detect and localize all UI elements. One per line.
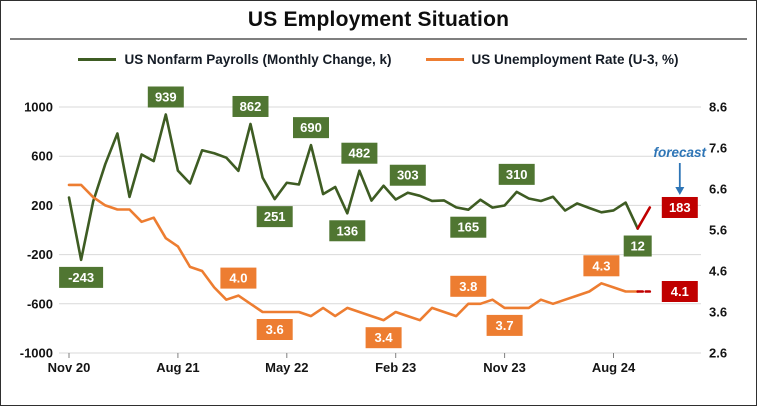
right-axis-tick-label: 6.6 bbox=[709, 182, 727, 197]
left-axis-tick-label: -1000 bbox=[20, 346, 53, 361]
right-axis-tick-label: 2.6 bbox=[709, 346, 727, 361]
data-label-box bbox=[450, 216, 487, 238]
data-label-box bbox=[623, 235, 652, 257]
forecast-annotation: forecast bbox=[654, 145, 707, 160]
forecast-arrowhead bbox=[675, 186, 685, 195]
data-label-box bbox=[147, 86, 184, 108]
data-label-text: 165 bbox=[457, 220, 479, 235]
data-label-box bbox=[232, 95, 269, 117]
chart-header: US Employment Situation bbox=[10, 1, 747, 40]
data-label-text: 4.3 bbox=[592, 258, 610, 273]
data-label-text: 310 bbox=[506, 167, 528, 182]
data-label-box bbox=[329, 220, 366, 242]
data-label-box bbox=[341, 142, 378, 164]
data-label-box bbox=[256, 206, 293, 228]
data-label-text: -243 bbox=[68, 270, 94, 285]
payrolls-line bbox=[67, 113, 640, 262]
payrolls-forecast-segment bbox=[636, 206, 652, 230]
right-axis-tick-label: 7.6 bbox=[709, 141, 727, 156]
data-label-text: 690 bbox=[300, 120, 322, 135]
data-label-text: 3.7 bbox=[496, 318, 514, 333]
data-label-box bbox=[661, 196, 698, 218]
chart-title: US Employment Situation bbox=[247, 8, 510, 31]
data-label-box bbox=[59, 266, 104, 288]
x-axis-tick-label: Aug 24 bbox=[592, 360, 636, 375]
x-axis-tick-label: Nov 20 bbox=[48, 360, 91, 375]
data-label-box bbox=[256, 319, 293, 340]
data-label-box bbox=[293, 117, 329, 139]
data-label-box bbox=[661, 281, 698, 302]
data-label-text: 4.1 bbox=[671, 284, 689, 299]
x-axis-tick-label: Aug 21 bbox=[156, 360, 199, 375]
data-label-box bbox=[450, 275, 487, 297]
data-label-text: 862 bbox=[240, 99, 262, 114]
data-label-text: 4.0 bbox=[229, 271, 247, 286]
data-label-text: 12 bbox=[630, 239, 644, 254]
data-label-box bbox=[365, 327, 402, 349]
right-axis-tick-label: 3.6 bbox=[709, 305, 727, 320]
legend-item-payrolls: US Nonfarm Payrolls (Monthly Change, k) bbox=[78, 51, 392, 67]
legend-label-payrolls: US Nonfarm Payrolls (Monthly Change, k) bbox=[124, 51, 392, 67]
legend-label-unemployment: US Unemployment Rate (U-3, %) bbox=[471, 51, 679, 67]
left-axis-tick-label: -600 bbox=[27, 296, 53, 311]
right-axis-tick-label: 4.6 bbox=[709, 264, 727, 279]
x-axis-tick-label: Feb 23 bbox=[375, 360, 416, 375]
unemployment-line bbox=[67, 183, 640, 322]
data-label-text: 303 bbox=[397, 168, 419, 183]
left-axis-tick-label: 200 bbox=[31, 198, 53, 213]
left-axis-tick-label: 1000 bbox=[24, 100, 53, 115]
legend: US Nonfarm Payrolls (Monthly Change, k) … bbox=[1, 49, 756, 69]
data-label-text: 251 bbox=[264, 209, 286, 224]
left-axis-tick-label: 600 bbox=[31, 149, 53, 164]
data-label-text: 939 bbox=[155, 90, 177, 105]
payrolls-line-swatch bbox=[78, 57, 117, 61]
data-label-text: 3.8 bbox=[459, 279, 477, 294]
data-label-box bbox=[220, 267, 257, 289]
data-label-text: 136 bbox=[336, 223, 358, 238]
data-label-text: 3.6 bbox=[266, 322, 284, 337]
data-label-box bbox=[583, 255, 620, 277]
data-label-box bbox=[498, 163, 535, 185]
right-axis-tick-label: 5.6 bbox=[709, 223, 727, 238]
data-label-box bbox=[389, 164, 426, 186]
data-label-text: 3.4 bbox=[375, 330, 394, 345]
right-axis-tick-label: 8.6 bbox=[709, 100, 727, 115]
unemployment-line-swatch bbox=[425, 57, 464, 61]
left-axis-tick-label: -200 bbox=[27, 247, 53, 262]
x-axis-tick-label: Nov 23 bbox=[483, 360, 526, 375]
chart-svg: 1000 600 200 -200 -600 -1000 8.6 7.6 6.6 5.6 4.6 3.… bbox=[20, 86, 727, 375]
legend-item-unemployment: US Unemployment Rate (U-3, %) bbox=[425, 51, 679, 67]
data-label-text: 183 bbox=[669, 200, 691, 215]
data-label-box bbox=[486, 314, 523, 336]
data-label-text: 482 bbox=[349, 146, 371, 161]
x-axis-tick-label: May 22 bbox=[265, 360, 308, 375]
